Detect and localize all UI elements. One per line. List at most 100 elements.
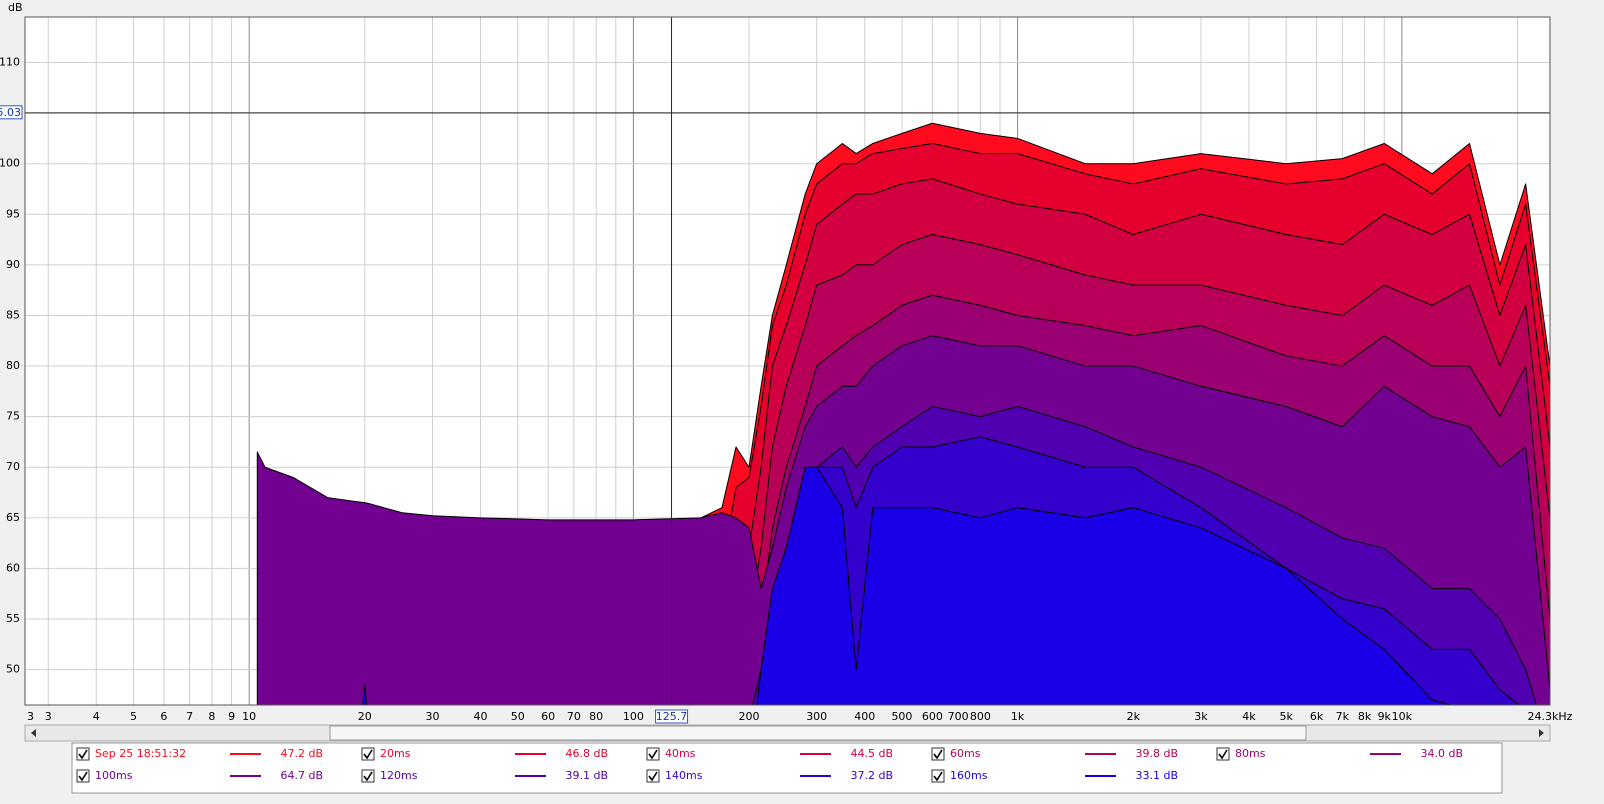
y-tick-label: 110 xyxy=(0,56,20,69)
legend-label: 80ms xyxy=(1235,747,1266,760)
legend-checkbox[interactable] xyxy=(646,769,660,783)
legend-check[interactable] xyxy=(648,771,658,782)
y-tick-label: 80 xyxy=(6,359,20,372)
scroll-left[interactable] xyxy=(31,729,36,737)
legend-readout: 46.8 dB xyxy=(565,747,608,760)
legend-box xyxy=(71,742,1503,794)
legend-check[interactable] xyxy=(1218,749,1228,760)
legend-readout: 44.5 dB xyxy=(850,747,893,760)
x-tick-label: 400 xyxy=(854,710,875,723)
legend-readout: 37.2 dB xyxy=(850,769,893,782)
x-tick-label: 5k xyxy=(1279,710,1293,723)
y-tick-label: 75 xyxy=(6,410,20,423)
x-tick-label: 9 xyxy=(228,710,235,723)
legend-label: 20ms xyxy=(380,747,411,760)
legend-check[interactable] xyxy=(933,749,943,760)
legend-checkbox[interactable] xyxy=(646,747,660,761)
cursor-x-box xyxy=(655,709,689,724)
x-tick-label: 3 xyxy=(27,710,34,723)
x-tick-label: 9k xyxy=(1378,710,1392,723)
legend-readout: 39.1 dB xyxy=(565,769,608,782)
scroll-right[interactable] xyxy=(1539,729,1544,737)
cursor-lines xyxy=(25,17,1550,705)
y-tick-label: 65 xyxy=(6,511,20,524)
x-tick-label: 600 xyxy=(922,710,943,723)
x-tick-label: 8k xyxy=(1358,710,1372,723)
legend-readout: 39.8 dB xyxy=(1135,747,1178,760)
legend-readout: 64.7 dB xyxy=(280,769,323,782)
legend-label: 120ms xyxy=(380,769,418,782)
y-tick-label: 90 xyxy=(6,258,20,271)
x-tick-label: 8 xyxy=(208,710,215,723)
x-tick-label: 5 xyxy=(130,710,137,723)
x-tick-label: 4 xyxy=(93,710,100,723)
legend-check[interactable] xyxy=(648,749,658,760)
legend-checkbox[interactable] xyxy=(76,769,90,783)
legend-check[interactable] xyxy=(933,771,943,782)
curves xyxy=(256,122,1550,705)
x-tick-label: 40 xyxy=(473,710,487,723)
legend-checkbox[interactable] xyxy=(76,747,90,761)
x-tick-label: 100 xyxy=(623,710,644,723)
y-axis-label: dB xyxy=(8,1,23,14)
legend-check[interactable] xyxy=(78,771,88,782)
y-tick-label: 50 xyxy=(6,663,20,676)
x-tick-label: 3 xyxy=(45,710,52,723)
scrollbar[interactable] xyxy=(24,724,1551,742)
legend-checkbox[interactable] xyxy=(361,769,375,783)
legend-check[interactable] xyxy=(363,771,373,782)
legend-label: Sep 25 18:51:32 xyxy=(95,747,186,760)
legend-checkbox[interactable] xyxy=(931,747,945,761)
x-tick-label: 10k xyxy=(1392,710,1413,723)
legend-checkbox[interactable] xyxy=(1216,747,1230,761)
legend-label: 60ms xyxy=(950,747,981,760)
legend-check[interactable] xyxy=(363,749,373,760)
x-tick-label: 7 xyxy=(186,710,193,723)
legend-readout: 33.1 dB xyxy=(1135,769,1178,782)
y-tick-label: 70 xyxy=(6,460,20,473)
x-tick-label: 4k xyxy=(1242,710,1256,723)
x-tick-label: 800 xyxy=(970,710,991,723)
x-tick-label: 700 xyxy=(948,710,969,723)
x-tick-label: 30 xyxy=(425,710,439,723)
x-tick-label: 1k xyxy=(1011,710,1025,723)
cursor-y-box xyxy=(0,105,23,120)
y-tick-label: 95 xyxy=(6,207,20,220)
x-tick-label: 6 xyxy=(160,710,167,723)
legend-readout: 34.0 dB xyxy=(1420,747,1463,760)
x-tick-label: 24.3kHz xyxy=(1528,710,1573,723)
decay-slice xyxy=(362,684,368,705)
x-tick-label: 7k xyxy=(1336,710,1350,723)
x-tick-label: 6k xyxy=(1310,710,1324,723)
legend-readout: 47.2 dB xyxy=(280,747,323,760)
x-tick-label: 80 xyxy=(589,710,603,723)
x-tick-label: 300 xyxy=(806,710,827,723)
legend-checkbox[interactable] xyxy=(931,769,945,783)
legend: Sep 25 18:51:32 47.2 dB 20ms 46.8 dB 40ms 44.… xyxy=(76,747,1463,783)
decay-slice xyxy=(756,466,1453,705)
cursor-x-label: 125.7 xyxy=(656,710,688,723)
y-tick-label: 100 xyxy=(0,157,20,170)
legend-label: 40ms xyxy=(665,747,696,760)
legend-checkbox[interactable] xyxy=(361,747,375,761)
legend-label: 100ms xyxy=(95,769,133,782)
x-tick-label: 20 xyxy=(358,710,372,723)
y-tick-label: 55 xyxy=(6,612,20,625)
cursor-y-label: 105.03 xyxy=(0,106,21,119)
x-tick-label: 50 xyxy=(511,710,525,723)
x-tick-label: 500 xyxy=(891,710,912,723)
legend-check[interactable] xyxy=(78,749,88,760)
y-tick-label: 60 xyxy=(6,561,20,574)
x-tick-label: 2k xyxy=(1127,710,1141,723)
ticks: 3 3 4 5 6 7 8 9 10 20 30 40 50 60 70 80 100 200 300 400 500 6… xyxy=(0,56,1573,724)
x-tick-label: 3k xyxy=(1194,710,1208,723)
plot-frame xyxy=(24,16,1551,706)
x-tick-label: 10 xyxy=(242,710,256,723)
y-tick-label: 85 xyxy=(6,308,20,321)
scrollbar-thumb[interactable] xyxy=(329,725,1307,741)
x-tick-label: 200 xyxy=(739,710,760,723)
x-tick-label: 70 xyxy=(567,710,581,723)
legend-label: 140ms xyxy=(665,769,703,782)
